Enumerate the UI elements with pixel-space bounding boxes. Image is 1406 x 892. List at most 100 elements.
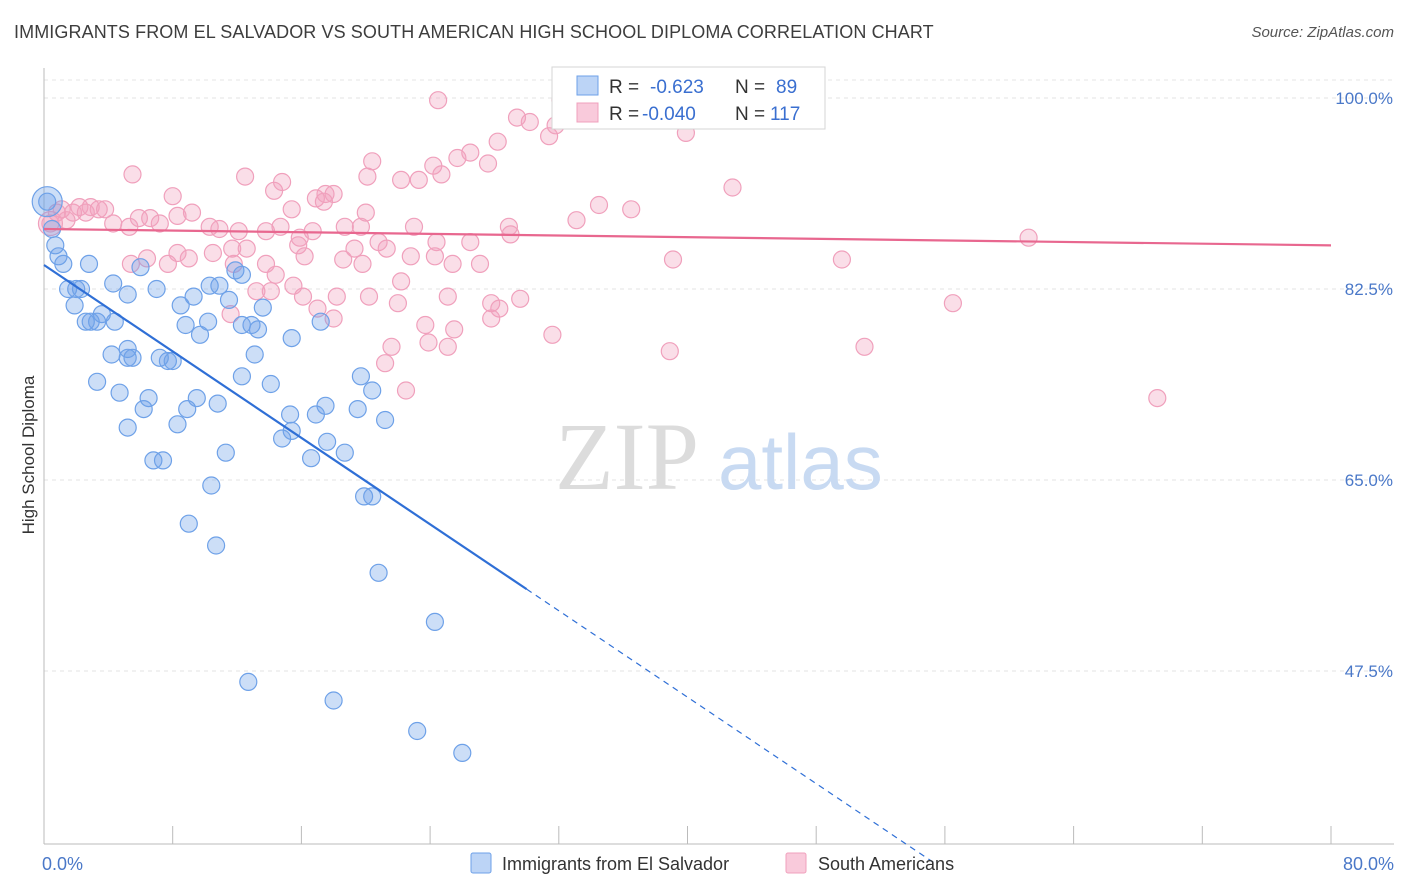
el-salvador-point-23 <box>219 290 239 309</box>
stats-legend: R = -0.623 N = 89 R = -0.040 N = 117 <box>551 66 826 130</box>
south-american-point-48 <box>203 243 222 263</box>
el-salvador-point-63 <box>318 432 337 451</box>
south-american-point-31 <box>356 203 375 222</box>
el-salvador-point-34 <box>311 312 330 331</box>
south-american-point-37 <box>425 247 444 266</box>
el-salvador-point-68 <box>153 451 173 470</box>
south-american-point-106 <box>663 250 683 269</box>
south-american-point-26 <box>303 222 322 241</box>
stats-legend-swatch-blue <box>576 75 599 96</box>
south-american-point-40 <box>461 233 480 252</box>
south-american-point-86 <box>324 184 343 204</box>
el-salvador-point-74 <box>369 563 388 582</box>
south-american-point-33 <box>377 239 396 258</box>
stats-legend-r-value-blue: -0.623 <box>650 77 704 98</box>
series-legend-label-pink: South Americans <box>818 854 954 874</box>
south-american-point-84 <box>306 189 325 208</box>
south-american-point-92 <box>424 156 443 175</box>
south-american-point-74 <box>382 337 401 356</box>
trend-lines <box>43 227 1332 866</box>
series-legend-label-blue: Immigrants from El Salvador <box>502 854 729 874</box>
trend-line-el-salvador-extension <box>526 588 938 866</box>
el-salvador-point-50 <box>232 367 251 386</box>
series-south-american-points <box>37 91 1167 408</box>
chart-title: IMMIGRANTS FROM EL SALVADOR VS SOUTH AME… <box>14 22 934 42</box>
south-american-point-43 <box>121 254 140 273</box>
south-american-point-36 <box>404 217 424 236</box>
el-salvador-point-73 <box>207 536 226 555</box>
el-salvador-point-22 <box>210 276 229 295</box>
el-salvador-point-64 <box>302 449 321 468</box>
el-salvador-point-78 <box>408 721 427 741</box>
stats-legend-r-label-pink: R = <box>609 104 639 125</box>
south-american-point-112 <box>1148 389 1167 408</box>
el-salvador-point-66 <box>216 443 235 462</box>
el-salvador-point-25 <box>232 265 251 284</box>
south-american-point-99 <box>539 127 559 146</box>
south-american-point-9 <box>95 200 115 219</box>
el-salvador-point-37 <box>118 348 137 367</box>
el-salvador-point-40 <box>158 351 177 371</box>
trend-line-south-american <box>43 227 1332 247</box>
x-tick-label-1: 80.0% <box>1343 854 1394 874</box>
south-american-point-77 <box>438 337 457 356</box>
south-american-point-57 <box>247 282 266 301</box>
south-american-point-54 <box>353 254 372 273</box>
south-american-point-34 <box>392 272 411 291</box>
y-tick-label-1: 82.5% <box>1345 280 1393 299</box>
stats-legend-r-value-pink: -0.040 <box>642 104 696 125</box>
el-salvador-point-45 <box>139 389 158 408</box>
south-american-point-115 <box>589 195 609 215</box>
south-american-point-75 <box>419 333 438 352</box>
south-american-point-63 <box>438 287 457 306</box>
el-salvador-point-31 <box>248 320 268 339</box>
south-american-point-87 <box>358 167 377 186</box>
el-salvador-point-79 <box>453 743 472 763</box>
south-american-point-19 <box>223 239 242 258</box>
el-salvador-point-43 <box>87 372 107 391</box>
series-legend-swatch-pink <box>785 852 807 874</box>
south-american-point-39 <box>443 254 462 273</box>
south-american-point-41 <box>470 254 490 273</box>
south-american-point-70 <box>416 315 435 335</box>
south-american-point-108 <box>832 250 852 269</box>
south-american-point-80 <box>163 187 182 206</box>
south-american-point-35 <box>401 247 420 266</box>
series-legend: Immigrants from El Salvador South Americ… <box>470 852 954 874</box>
el-salvador-point-57 <box>363 381 382 400</box>
south-american-point-88 <box>363 152 382 171</box>
el-salvador-point-large <box>31 186 63 218</box>
el-salvador-point-38 <box>123 348 142 367</box>
el-salvador-point-72 <box>179 514 198 533</box>
south-american-point-98 <box>520 112 539 132</box>
el-salvador-point-71 <box>363 487 382 506</box>
data-points <box>31 91 1167 763</box>
south-american-point-78 <box>396 381 416 400</box>
south-american-point-66 <box>511 289 530 308</box>
watermark-zip: ZIP <box>555 403 699 510</box>
el-salvador-point-17 <box>131 258 150 277</box>
el-salvador-point-36 <box>102 345 121 364</box>
south-american-point-51 <box>289 236 308 255</box>
trend-line-el-salvador <box>43 264 528 591</box>
y-axis-label: High School Diploma <box>19 375 38 534</box>
south-american-point-62 <box>388 294 407 313</box>
el-salvador-point-28 <box>199 312 218 331</box>
el-salvador-point-54 <box>316 396 335 415</box>
south-american-point-72 <box>482 309 501 328</box>
south-american-point-73 <box>543 325 562 344</box>
chart-source: Source: ZipAtlas.com <box>1251 24 1394 41</box>
stats-legend-n-value-pink: 117 <box>770 104 800 125</box>
south-american-point-30 <box>351 217 370 236</box>
el-salvador-point-69 <box>202 476 221 495</box>
south-american-point-90 <box>409 170 428 189</box>
south-american-point-107 <box>723 178 742 197</box>
el-salvador-point-2 <box>46 236 65 255</box>
south-american-point-76 <box>376 354 395 373</box>
el-salvador-point-18 <box>147 279 166 299</box>
el-salvador-point-49 <box>208 394 227 413</box>
south-american-point-18 <box>210 219 229 239</box>
south-american-point-83 <box>273 172 292 192</box>
el-salvador-point-55 <box>348 400 367 419</box>
south-american-point-79 <box>123 165 142 184</box>
